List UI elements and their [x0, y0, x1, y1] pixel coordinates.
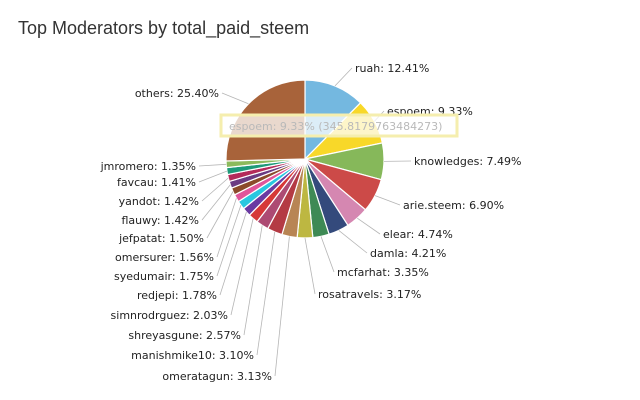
- leader-line-jefpatat: [206, 191, 234, 239]
- chart-tooltip: espoem: 9.33% (345.8179763484273): [219, 113, 459, 138]
- leader-line-damla: [338, 230, 368, 254]
- slice-label-mcfarhat: mcfarhat: 3.35%: [337, 266, 429, 279]
- slice-label-damla: damla: 4.21%: [370, 247, 446, 260]
- chart-tooltip-text: espoem: 9.33% (345.8179763484273): [229, 120, 442, 133]
- leader-line-omeratagun: [274, 236, 290, 377]
- leader-line-shreyasgune: [243, 225, 263, 336]
- slice-label-flauwy: flauwy: 1.42%: [122, 214, 200, 227]
- slice-label-jmromero: jmromero: 1.35%: [100, 160, 196, 173]
- slice-label-elear: elear: 4.74%: [383, 228, 453, 241]
- leader-line-ruah: [334, 67, 353, 87]
- slice-label-syedumair: syedumair: 1.75%: [114, 270, 214, 283]
- leader-line-syedumair: [216, 204, 242, 277]
- slice-label-others: others: 25.40%: [135, 87, 219, 100]
- leader-line-favcau: [198, 170, 228, 183]
- slice-label-knowledges: knowledges: 7.49%: [414, 155, 522, 168]
- slice-label-arie-steem: arie.steem: 6.90%: [403, 199, 504, 212]
- leader-line-others: [221, 92, 249, 105]
- leader-line-simnrodrguez: [230, 218, 254, 316]
- leader-line-omersurer: [216, 198, 237, 258]
- slice-label-ruah: ruah: 12.41%: [355, 62, 429, 75]
- leader-line-rosatravels: [304, 237, 316, 295]
- slice-label-rosatravels: rosatravels: 3.17%: [318, 288, 421, 301]
- slice-label-shreyasgune: shreyasgune: 2.57%: [128, 329, 241, 342]
- slice-label-simnrodrguez: simnrodrguez: 2.03%: [111, 309, 228, 322]
- slice-label-manishmike10: manishmike10: 3.10%: [131, 349, 254, 362]
- leader-line-flauwy: [201, 184, 231, 221]
- leader-line-mcfarhat: [320, 236, 335, 273]
- slice-label-omeratagun: omeratagun: 3.13%: [162, 370, 272, 383]
- slice-label-yandot: yandot: 1.42%: [119, 195, 199, 208]
- chart-title: Top Moderators by total_paid_steem: [18, 18, 310, 38]
- leader-line-elear: [357, 217, 381, 235]
- leader-line-arie-steem: [374, 195, 401, 206]
- leader-line-manishmike10: [256, 231, 276, 356]
- leader-line-jmromero: [198, 163, 227, 167]
- slice-label-favcau: favcau: 1.41%: [117, 176, 196, 189]
- leader-line-redjepi: [219, 211, 247, 296]
- slice-label-omersurer: omersurer: 1.56%: [115, 251, 214, 264]
- slice-label-jefpatat: jefpatat: 1.50%: [118, 232, 204, 245]
- slice-label-redjepi: redjepi: 1.78%: [137, 289, 217, 302]
- leader-line-yandot: [201, 177, 229, 202]
